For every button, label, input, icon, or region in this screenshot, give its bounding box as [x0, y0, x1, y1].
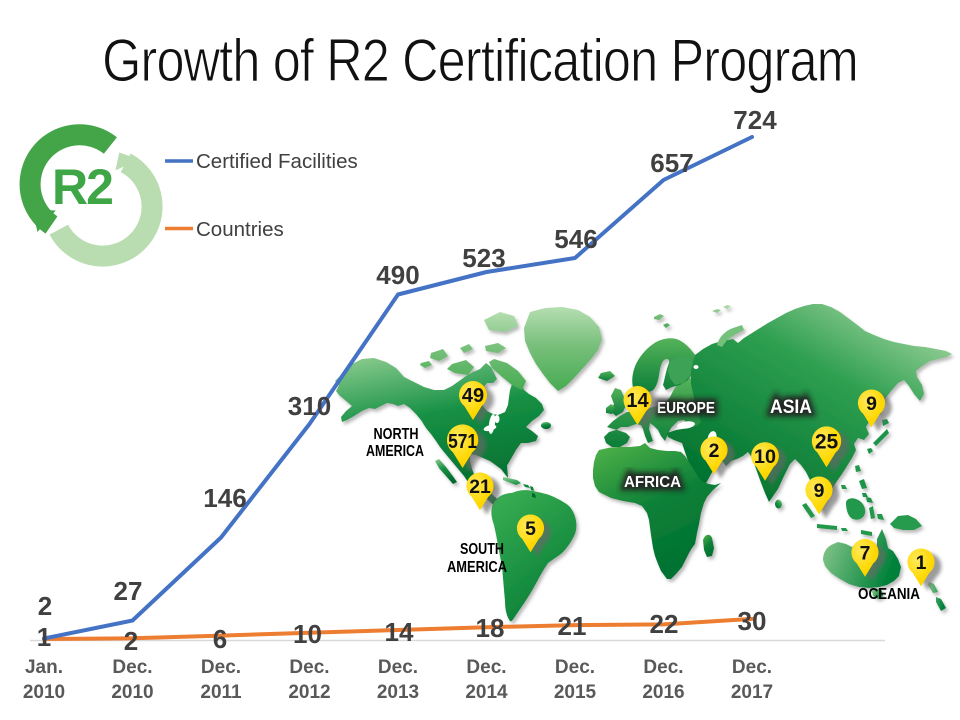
svg-text:21: 21 — [469, 476, 491, 498]
svg-text:ASIA: ASIA — [770, 397, 812, 418]
svg-text:2: 2 — [709, 440, 720, 462]
svg-text:OCEANIA: OCEANIA — [858, 586, 920, 603]
svg-text:25: 25 — [815, 430, 839, 453]
svg-text:AMERICA: AMERICA — [447, 559, 507, 576]
svg-text:5: 5 — [525, 518, 536, 540]
svg-text:1: 1 — [916, 552, 927, 574]
svg-text:EUROPE: EUROPE — [657, 400, 715, 417]
svg-text:R2: R2 — [52, 159, 112, 215]
svg-text:EUROPE: EUROPE — [657, 400, 715, 417]
svg-text:AFRICA: AFRICA — [624, 474, 681, 491]
svg-text:9: 9 — [814, 480, 825, 502]
svg-text:571: 571 — [448, 431, 477, 453]
svg-text:SOUTH: SOUTH — [460, 541, 504, 558]
svg-text:ASIA: ASIA — [770, 397, 812, 418]
svg-text:9: 9 — [866, 393, 877, 415]
svg-text:7: 7 — [860, 542, 871, 564]
svg-text:49: 49 — [462, 385, 484, 407]
svg-text:NORTH: NORTH — [374, 426, 419, 443]
svg-text:AFRICA: AFRICA — [624, 474, 681, 491]
svg-text:AMERICA: AMERICA — [366, 443, 424, 460]
svg-text:10: 10 — [754, 446, 776, 468]
svg-text:14: 14 — [626, 390, 649, 412]
